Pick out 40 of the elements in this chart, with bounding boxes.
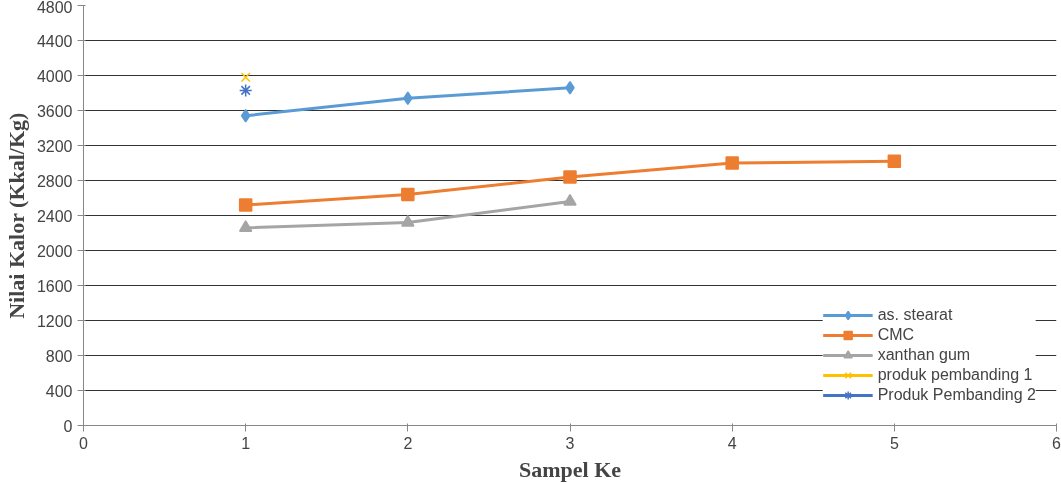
y-tick-label: 2800 [36, 172, 73, 190]
y-tick-label: 0 [63, 417, 73, 435]
x-tick-label: 1 [241, 434, 251, 452]
point [887, 154, 902, 168]
y-axis-title: Nilai Kalor (Kkal/Kg) [3, 112, 29, 319]
point [403, 91, 413, 105]
x-tick-label: 3 [565, 434, 575, 452]
x-tick-label: 4 [727, 434, 737, 452]
point [238, 220, 253, 232]
legend-label: Produk Pembanding 2 [877, 386, 1036, 404]
x-tick-label: 2 [403, 434, 413, 452]
legend-label: as. stearat [877, 306, 953, 324]
point [238, 198, 253, 212]
point [563, 193, 577, 206]
point [238, 83, 253, 98]
point [725, 156, 739, 170]
legend-label: CMC [877, 326, 915, 344]
point [565, 81, 575, 95]
y-tick-label: 2400 [36, 207, 73, 225]
x-tick-label: 6 [1052, 434, 1061, 452]
y-tick-label: 3600 [36, 102, 73, 120]
y-tick-label: 4400 [36, 32, 73, 50]
point [240, 109, 251, 123]
point [401, 187, 415, 202]
y-tick-label: 3200 [36, 137, 73, 155]
y-tick-label: 4000 [36, 67, 73, 85]
y-tick-label: 800 [45, 347, 73, 365]
y-tick-label: 1200 [36, 312, 73, 330]
legend-label: xanthan gum [877, 346, 971, 364]
point [563, 170, 577, 184]
y-tick-label: 2000 [36, 242, 73, 260]
x-axis-title: Sampel Ke [518, 456, 622, 482]
point [240, 72, 251, 83]
point [401, 214, 415, 227]
y-tick-label: 1600 [36, 277, 73, 295]
x-tick-label: 0 [79, 434, 89, 452]
y-tick-label: 4800 [36, 0, 73, 16]
y-tick-label: 400 [45, 382, 73, 400]
x-tick-label: 5 [889, 434, 899, 452]
legend-label: produk pembanding 1 [877, 366, 1033, 384]
